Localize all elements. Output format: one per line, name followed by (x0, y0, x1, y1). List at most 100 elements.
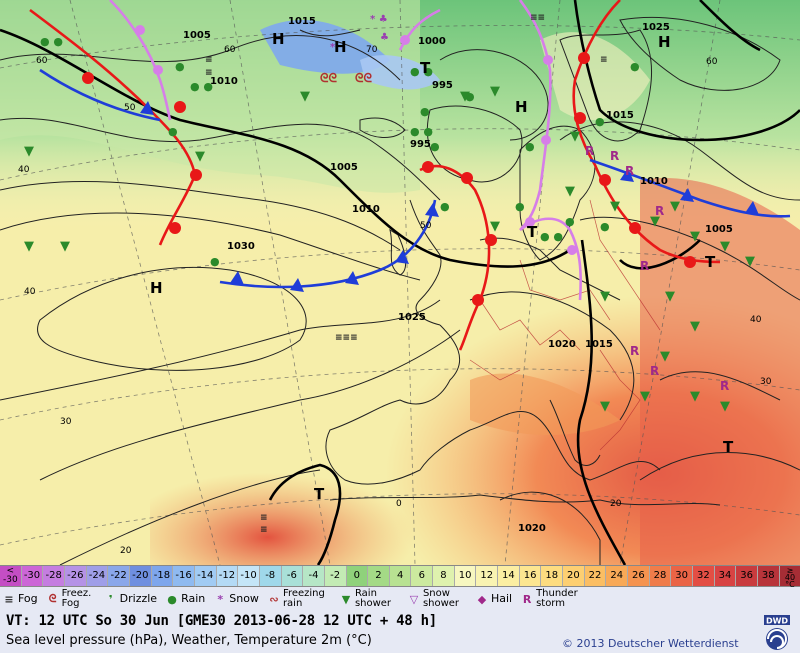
high-center: H (515, 98, 528, 116)
svg-text:● ●: ● ● (410, 65, 433, 78)
svg-text:▼: ▼ (690, 319, 700, 334)
svg-text:● ●: ● ● (410, 125, 433, 138)
svg-text:R: R (625, 164, 634, 178)
pressure-label: 1000 (418, 36, 446, 47)
scale-cell: -14 (194, 566, 217, 586)
scale-cell: -24 (86, 566, 109, 586)
svg-text:▼: ▼ (60, 239, 70, 254)
pressure-label: 1010 (210, 76, 238, 87)
svg-text:●: ● (515, 200, 525, 213)
svg-text:●: ● (168, 125, 178, 138)
warm-mediterranean-field (470, 373, 620, 435)
scale-cell: 22 (584, 566, 607, 586)
scale-cell: -16 (173, 566, 195, 586)
scale-cell: 32 (693, 566, 715, 586)
scale-cell: 38 (757, 566, 780, 586)
svg-text:▼: ▼ (690, 389, 700, 404)
low-center: T (420, 59, 431, 77)
svg-text:▼: ▼ (745, 254, 755, 269)
svg-text:▼: ▼ (24, 144, 34, 159)
svg-text:≡≡: ≡≡ (530, 13, 545, 23)
coastlines (299, 29, 721, 506)
legend-snow-shower: ▽ Snow shower (405, 589, 467, 609)
warm-scandinavia-field (540, 32, 650, 121)
high-center: H (658, 33, 671, 51)
scale-cell: -22 (108, 566, 130, 586)
pressure-label: 1005 (183, 30, 211, 41)
pressure-centers: H H T H H H T T T T (150, 30, 734, 503)
legend-thunderstorm: R Thunder storm (518, 589, 584, 609)
weather-map: ● ● ● ● ● ● ● ● ● ● ● ● ● ● ● ● ● ● ● ● ● ● ● ▼ ▼ ▼ ▼ ▼ ▼… (0, 0, 800, 565)
svg-text:●: ● (465, 90, 475, 103)
cold-front-north-sea (219, 199, 437, 289)
country-borders (469, 199, 661, 451)
svg-text:DWD: DWD (766, 617, 788, 626)
pressure-label: 1010 (640, 176, 668, 187)
svg-text:●: ● (600, 220, 610, 233)
svg-text:●: ● (525, 140, 535, 153)
occlusion-norway (398, 8, 441, 51)
grid-label: 0 (396, 499, 402, 509)
scale-cell: 8 (433, 566, 455, 586)
high-center: H (150, 279, 163, 297)
scale-cell: -10 (238, 566, 260, 586)
pressure-label: 1005 (330, 162, 358, 173)
svg-text:R: R (655, 204, 664, 218)
scale-cell: -2 (324, 566, 347, 586)
freezing-fog-icon: ᘓ (48, 592, 57, 605)
low-center: T (527, 223, 538, 241)
scale-cell: 6 (411, 566, 434, 586)
svg-text:▼: ▼ (610, 199, 620, 214)
legend-freezing-fog: ᘓ Freez. Fog (44, 589, 96, 609)
scale-cell: ≥40 °C (779, 566, 800, 589)
warm-east-field (640, 178, 800, 565)
svg-text:R: R (720, 379, 729, 393)
grid-label: 60 (224, 45, 236, 55)
svg-text:●: ● (175, 60, 185, 73)
warm-front-east (589, 158, 791, 218)
pressure-label: 1025 (398, 312, 426, 323)
svg-text:●: ● (565, 215, 575, 228)
legend-rain-shower: ▼ Rain shower (337, 589, 399, 609)
scale-cell: 18 (541, 566, 564, 586)
scale-cell: 4 (389, 566, 412, 586)
svg-text:*: * (330, 42, 336, 53)
low-center: T (723, 438, 734, 456)
svg-text:▼: ▼ (650, 214, 660, 229)
svg-text:● ●: ● ● (540, 230, 563, 243)
scale-cell: 2 (368, 566, 390, 586)
svg-text:▼: ▼ (565, 184, 575, 199)
freezing-rain-icon: ∾ (269, 592, 279, 606)
info-bar: VT: 12 UTC So 30 Jun [GME30 2013-06-28 1… (0, 611, 800, 653)
grid-label: 40 (18, 165, 30, 175)
svg-text:≡: ≡ (260, 513, 268, 523)
valid-time: VT: 12 UTC So 30 Jun [GME30 2013-06-28 1… (6, 613, 437, 629)
scale-cell: 12 (476, 566, 499, 586)
svg-text:▼: ▼ (640, 389, 650, 404)
svg-text:▼: ▼ (490, 84, 500, 99)
svg-text:●: ● (430, 140, 440, 153)
copyright: © 2013 Deutscher Wetterdienst (562, 637, 739, 650)
svg-text:♣: ♣ (380, 32, 389, 43)
map-description: Sea level pressure (hPa), Weather, Tempe… (6, 633, 372, 648)
low-center: T (705, 253, 716, 271)
scale-cell: -26 (64, 566, 87, 586)
svg-text:▼: ▼ (720, 399, 730, 414)
scale-cell: -6 (281, 566, 304, 586)
pressure-label: 995 (410, 139, 431, 150)
high-center: H (272, 30, 285, 48)
scale-cell: -20 (129, 566, 152, 586)
scale-cell: -4 (303, 566, 325, 586)
pressure-label: 1015 (288, 16, 316, 27)
rain-icon: ● (167, 592, 177, 606)
pressure-label: 1020 (518, 523, 546, 534)
svg-text:R: R (585, 144, 594, 158)
svg-text:● ●: ● ● (190, 80, 213, 93)
pressure-label: 1005 (705, 224, 733, 235)
svg-text:R: R (650, 364, 659, 378)
svg-text:≡: ≡ (205, 68, 213, 78)
svg-text:R: R (640, 259, 649, 273)
pressure-label: 1010 (352, 204, 380, 215)
cold-front-east (572, 0, 721, 264)
